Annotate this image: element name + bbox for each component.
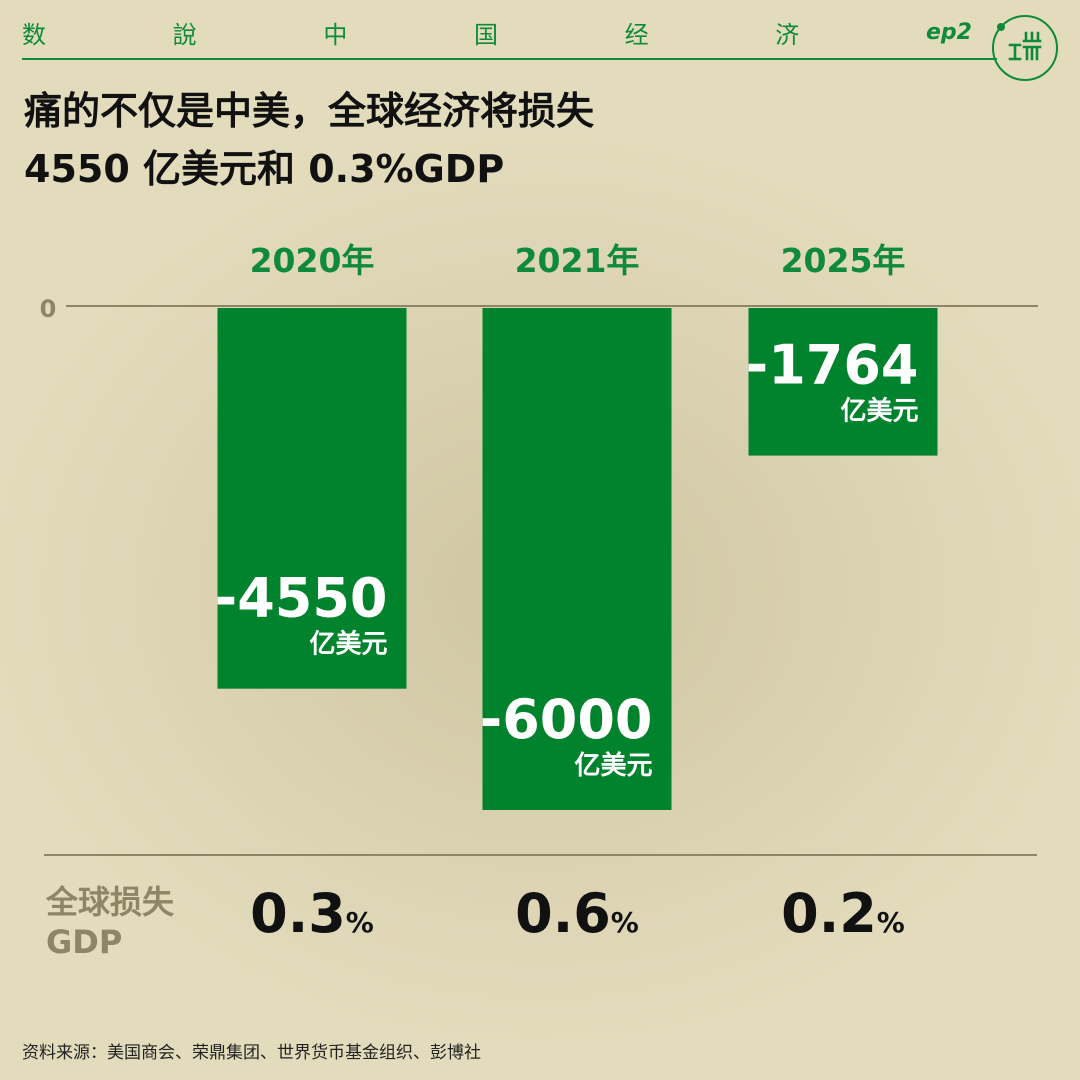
- data-unit-label-0: 亿美元: [309, 629, 387, 660]
- headline-line-1: 痛的不仅是中美，全球经济将损失: [24, 89, 595, 133]
- headline: 痛的不仅是中美，全球经济将损失 4550 亿美元和 0.3%GDP: [24, 82, 1024, 198]
- gdp-label-line-2: GDP: [46, 923, 123, 961]
- data-label-1: -6000: [480, 688, 653, 751]
- episode-label: ep2: [925, 19, 972, 45]
- category-label-1: 2021年: [515, 241, 640, 280]
- gdp-number: 0.2: [781, 882, 877, 945]
- data-label-2: -1764: [746, 334, 919, 397]
- series-char-4: 国: [473, 20, 500, 49]
- logo-dot: [997, 23, 1005, 31]
- series-char-5: 经: [624, 20, 651, 49]
- series-char-1: 数: [22, 20, 48, 49]
- gdp-number: 0.3: [250, 882, 346, 945]
- bar-1: [482, 308, 672, 810]
- logo-mark-icon: [1008, 31, 1042, 61]
- series-char-3: 中: [323, 20, 350, 49]
- source-note: 资料来源：美国商会、荣鼎集团、世界货币基金组织、彭博社: [22, 1043, 481, 1063]
- gdp-value-2020: 0.3%: [192, 880, 432, 957]
- gdp-percent-sign: %: [610, 906, 639, 939]
- bar-2: [748, 308, 938, 456]
- data-unit-label-1: 亿美元: [574, 750, 652, 781]
- headline-line-2: 4550 亿美元和 0.3%GDP: [24, 147, 505, 191]
- brand-logo-icon: [992, 15, 1058, 81]
- gdp-number: 0.6: [515, 882, 611, 945]
- category-label-2: 2025年: [781, 241, 906, 280]
- gdp-value-2021: 0.6%: [457, 880, 697, 957]
- gdp-label-line-1: 全球损失: [46, 883, 175, 921]
- bar-0: [217, 308, 407, 689]
- series-char-2: 說: [172, 20, 199, 49]
- series-header: 数 說 中 国 经 济 ep2: [22, 14, 972, 50]
- series-char-6: 济: [775, 20, 802, 49]
- gdp-percent-sign: %: [876, 906, 905, 939]
- gdp-percent-sign: %: [345, 906, 374, 939]
- header-divider: [22, 58, 997, 60]
- zero-tick-label: 0: [40, 295, 57, 323]
- data-label-0: -4550: [215, 567, 388, 630]
- data-unit-label-2: 亿美元: [840, 396, 918, 427]
- gdp-row-label: 全球损失 GDP: [46, 882, 174, 962]
- category-label-0: 2020年: [250, 241, 375, 280]
- gdp-value-2025: 0.2%: [723, 880, 963, 957]
